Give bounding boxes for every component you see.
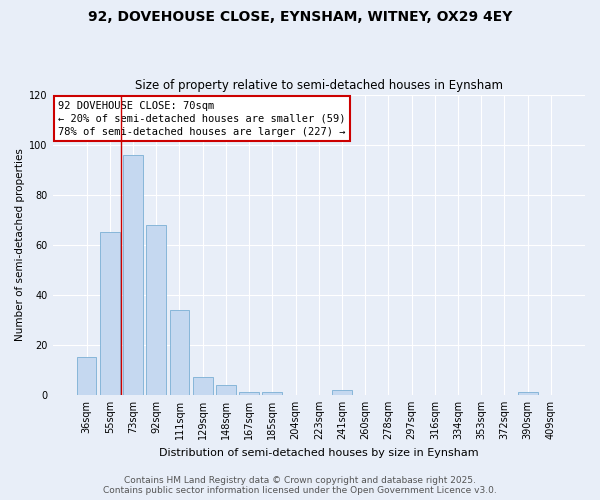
- Bar: [518, 392, 538, 395]
- X-axis label: Distribution of semi-detached houses by size in Eynsham: Distribution of semi-detached houses by …: [159, 448, 479, 458]
- Bar: [146, 224, 166, 395]
- Bar: [216, 385, 236, 395]
- Y-axis label: Number of semi-detached properties: Number of semi-detached properties: [15, 148, 25, 341]
- Text: Contains HM Land Registry data © Crown copyright and database right 2025.
Contai: Contains HM Land Registry data © Crown c…: [103, 476, 497, 495]
- Bar: [239, 392, 259, 395]
- Bar: [100, 232, 119, 395]
- Bar: [193, 378, 212, 395]
- Bar: [170, 310, 190, 395]
- Bar: [123, 154, 143, 395]
- Title: Size of property relative to semi-detached houses in Eynsham: Size of property relative to semi-detach…: [135, 79, 503, 92]
- Text: 92 DOVEHOUSE CLOSE: 70sqm
← 20% of semi-detached houses are smaller (59)
78% of : 92 DOVEHOUSE CLOSE: 70sqm ← 20% of semi-…: [58, 100, 346, 137]
- Bar: [332, 390, 352, 395]
- Bar: [262, 392, 282, 395]
- Text: 92, DOVEHOUSE CLOSE, EYNSHAM, WITNEY, OX29 4EY: 92, DOVEHOUSE CLOSE, EYNSHAM, WITNEY, OX…: [88, 10, 512, 24]
- Bar: [77, 358, 97, 395]
